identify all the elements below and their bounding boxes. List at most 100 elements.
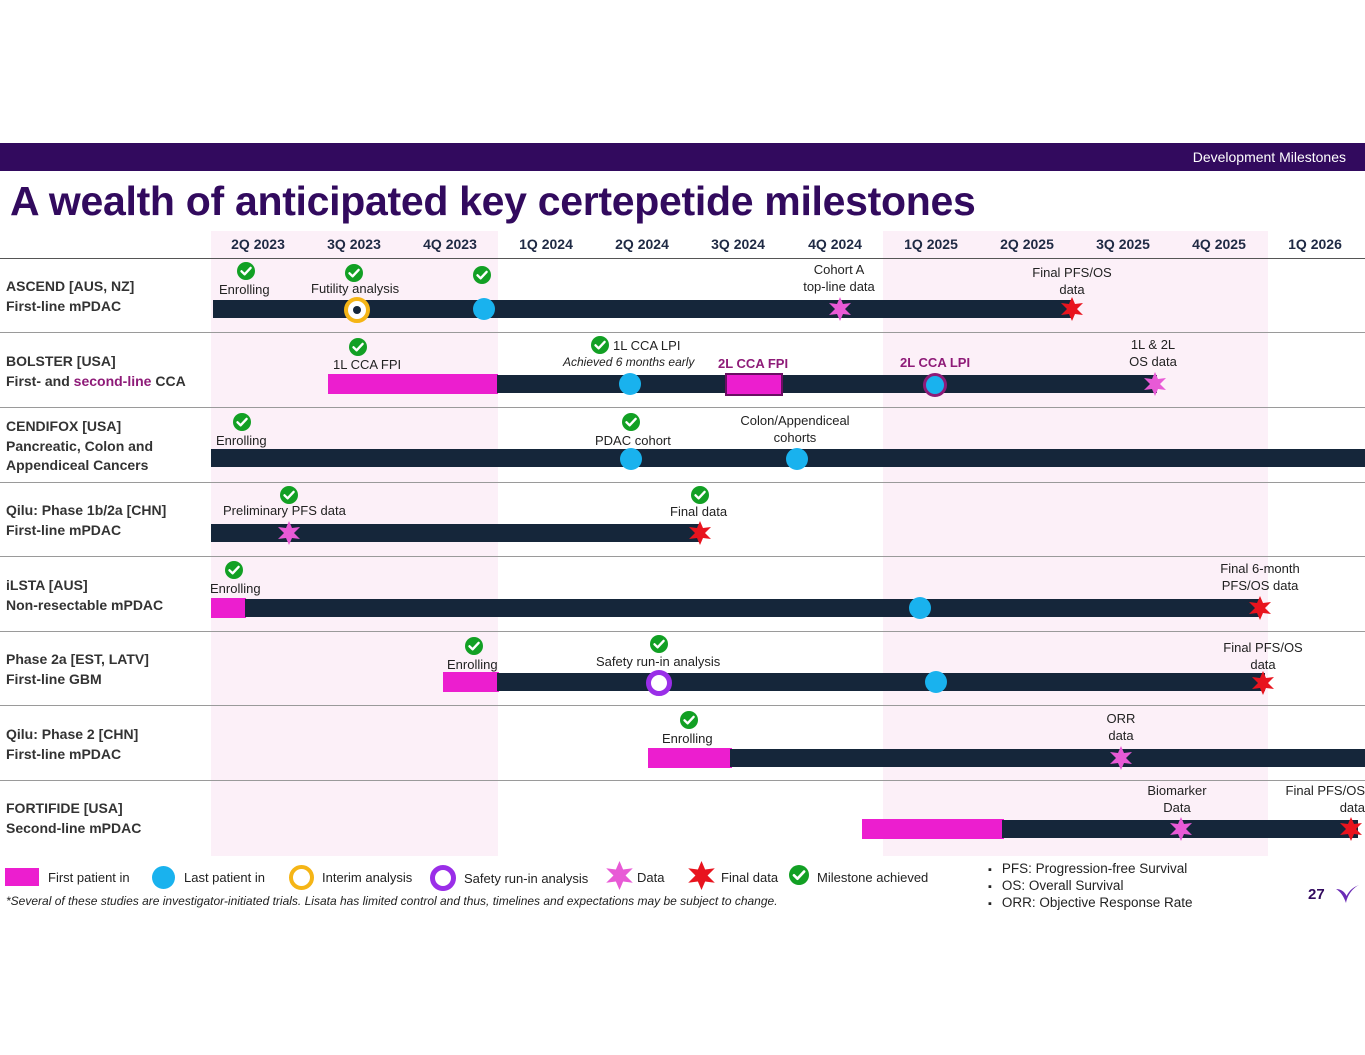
legend-last-patient-in-label: Last patient in [184, 870, 265, 885]
legend-final-data-star-icon [688, 861, 715, 890]
milestone-label-line: OS data [1129, 354, 1177, 369]
milestone-label-line: PFS/OS data [1221, 578, 1299, 593]
milestone-achieved-check-icon [465, 637, 483, 655]
legend-data-star-icon [606, 861, 633, 890]
timeline-bar [213, 300, 1071, 318]
milestone-label-highlight: 2L CCA LPI [900, 355, 971, 370]
header-divider [0, 258, 1365, 259]
final-data-star-icon [689, 521, 711, 545]
row-label-phase2a: Phase 2a [EST, LATV] First-line GBM [6, 650, 149, 689]
data-star-icon [1170, 817, 1192, 841]
trial-name: Qilu: Phase 1b/2a [CHN] [6, 502, 167, 518]
milestone-label: Final PFS/OS data [1281, 782, 1365, 816]
milestone-label-line: data [1339, 800, 1365, 815]
trial-name: CENDIFOX [USA] [6, 418, 122, 434]
milestone-achieved-check-icon [591, 336, 609, 354]
legend-last-patient-in-swatch [152, 866, 175, 889]
milestone-label-line: cohorts [773, 430, 817, 445]
page-number: 27 [1308, 886, 1325, 903]
trial-indication: First-line mPDAC [6, 745, 122, 762]
quarter-label: 3Q 2025 [1096, 236, 1150, 252]
legend-safety-run-in-label: Safety run-in analysis [464, 871, 589, 886]
row-divider [0, 556, 1365, 557]
milestone-achieved-check-icon [345, 264, 363, 282]
last-patient-in-marker-2l [923, 373, 947, 397]
trial-indication: Non-resectable mPDAC [6, 596, 164, 613]
final-data-star-icon [1340, 817, 1362, 841]
first-patient-in-bar [443, 672, 499, 692]
last-patient-in-marker [786, 448, 808, 470]
milestone-label: Enrolling [662, 731, 713, 746]
milestone-label-line: data [1108, 728, 1134, 743]
legend-first-patient-in-swatch [5, 868, 39, 886]
milestone-label: Enrolling [447, 657, 498, 672]
milestone-label: Final PFS/OS data [1221, 639, 1305, 673]
abbreviation-item: ORR: Objective Response Rate [988, 895, 1193, 910]
trial-indication: Second-line mPDAC [6, 819, 142, 836]
milestone-label-line: Colon/Appendiceal [740, 413, 850, 428]
company-logo-icon [1336, 885, 1359, 903]
milestone-label: Enrolling [219, 282, 270, 297]
trial-indication: First-line GBM [6, 670, 102, 687]
row-divider [0, 780, 1365, 781]
milestone-label-line: top-line data [803, 279, 875, 294]
first-patient-in-bar [862, 819, 1004, 839]
milestone-achieved-check-icon [622, 413, 640, 431]
interim-analysis-center [353, 306, 361, 314]
row-label-ascend: ASCEND [AUS, NZ] First-line mPDAC [6, 277, 134, 316]
milestone-label-line: Cohort A [813, 262, 865, 277]
timeline-bar [245, 599, 1261, 617]
footnote: *Several of these studies are investigat… [6, 894, 778, 908]
milestone-label-line: Final PFS/OS [1223, 640, 1303, 655]
final-data-star-icon [1061, 297, 1083, 321]
timeline-bar [730, 749, 1365, 767]
data-star-icon [1144, 372, 1166, 396]
milestone-label: 1L CCA LPI [613, 338, 681, 353]
timeline-bar [211, 524, 701, 542]
milestone-label: Biomarker Data [1144, 782, 1210, 816]
quarter-label: 3Q 2023 [327, 236, 381, 252]
quarter-label: 1Q 2026 [1288, 236, 1342, 252]
abbreviation-item: OS: Overall Survival [988, 878, 1124, 893]
indication-text: CCA [151, 372, 186, 389]
trial-indication: Pancreatic, Colon and [6, 437, 154, 454]
legend-first-patient-in-label: First patient in [48, 870, 130, 885]
milestone-label-line: Final PFS/OS [1285, 783, 1365, 798]
milestone-label: 1L CCA FPI [333, 357, 402, 372]
abbreviation-item: PFS: Progression-free Survival [988, 861, 1187, 876]
legend-interim-analysis-swatch [289, 865, 314, 890]
quarter-label: 2Q 2023 [231, 236, 285, 252]
milestone-label: Final 6-month PFS/OS data [1214, 560, 1306, 594]
last-patient-in-marker [620, 448, 642, 470]
milestone-achieved-check-icon [650, 635, 668, 653]
timeline-bar [497, 673, 1265, 691]
trial-name: ASCEND [AUS, NZ] [6, 278, 135, 294]
milestone-label: PDAC cohort [595, 433, 671, 448]
milestone-label: Enrolling [210, 581, 261, 596]
trial-indication: First-line mPDAC [6, 521, 122, 538]
milestone-achieved-check-icon [691, 486, 709, 504]
final-data-star-icon [1249, 596, 1271, 620]
legend-interim-analysis-label: Interim analysis [322, 870, 413, 885]
milestone-label: Enrolling [216, 433, 267, 448]
last-patient-in-marker [473, 298, 495, 320]
quarter-label: 4Q 2023 [423, 236, 477, 252]
last-patient-in-marker [925, 671, 947, 693]
trial-name: Phase 2a [EST, LATV] [6, 651, 149, 667]
row-label-ilsta: iLSTA [AUS] Non-resectable mPDAC [6, 576, 163, 615]
row-divider [0, 631, 1365, 632]
trial-indication: First-line mPDAC [6, 297, 122, 314]
row-label-fortifide: FORTIFIDE [USA] Second-line mPDAC [6, 799, 141, 838]
row-divider [0, 705, 1365, 706]
milestone-label: Safety run-in analysis [596, 654, 721, 669]
milestone-label-line: data [1059, 282, 1085, 297]
milestone-label: Final data [670, 504, 728, 519]
section-label: Development Milestones [1192, 149, 1346, 165]
milestone-label: Futility analysis [311, 281, 400, 296]
quarter-label: 1Q 2025 [904, 236, 958, 252]
milestone-label-line: Data [1163, 800, 1191, 815]
highlight-band-2023 [211, 231, 498, 856]
milestone-label: Colon/Appendiceal cohorts [735, 412, 855, 446]
row-divider [0, 482, 1365, 483]
